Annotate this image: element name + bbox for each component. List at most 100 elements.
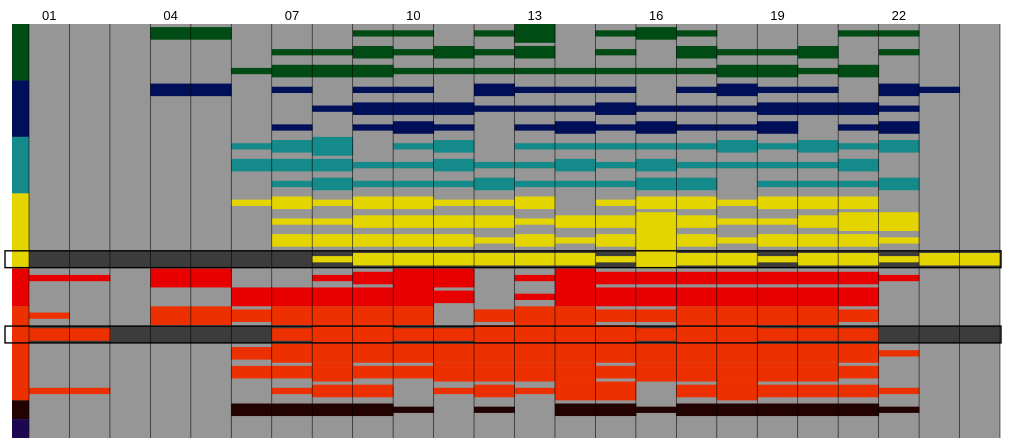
heatmap-cell bbox=[433, 102, 475, 115]
heatmap-cell bbox=[797, 140, 839, 153]
heatmap-cell bbox=[797, 343, 839, 363]
heatmap-cell bbox=[393, 406, 435, 413]
heatmap-cell bbox=[393, 343, 435, 363]
heatmap-cell bbox=[716, 64, 758, 78]
heatmap-cell bbox=[797, 234, 839, 247]
heatmap-cell bbox=[676, 30, 718, 37]
heatmap-cell bbox=[595, 143, 637, 150]
heatmap-cell bbox=[676, 162, 718, 169]
heatmap-cell bbox=[29, 328, 70, 341]
heatmap-cell bbox=[474, 343, 515, 363]
heatmap-cell bbox=[716, 381, 758, 401]
heatmap-cell bbox=[635, 362, 677, 382]
heatmap-cell bbox=[514, 162, 556, 169]
heatmap-cell bbox=[190, 268, 232, 288]
heatmap-cell bbox=[352, 234, 394, 247]
heatmap-cell bbox=[838, 196, 880, 210]
heatmap-cell bbox=[312, 49, 354, 56]
heatmap-cell bbox=[352, 124, 394, 131]
x-tick-label: 01 bbox=[42, 8, 56, 23]
heatmap-cell bbox=[676, 343, 718, 363]
heatmap-cell bbox=[878, 177, 920, 191]
heatmap-cell bbox=[554, 403, 596, 417]
heatmap-cell bbox=[312, 403, 354, 417]
heatmap-cell bbox=[878, 30, 920, 37]
heatmap-cell bbox=[69, 387, 111, 395]
heatmap-cell bbox=[595, 403, 637, 417]
heatmap-cell bbox=[716, 199, 758, 206]
heatmap-cell bbox=[797, 328, 839, 341]
heatmap-cell bbox=[757, 362, 799, 382]
heatmap-cell bbox=[474, 384, 515, 398]
heatmap-cell bbox=[635, 309, 677, 322]
heatmap-cell bbox=[393, 67, 435, 75]
heatmap-cell bbox=[676, 252, 718, 266]
heatmap-cell bbox=[514, 143, 556, 150]
heatmap-cell bbox=[352, 162, 394, 169]
heatmap-cell bbox=[312, 234, 354, 247]
heatmap-cell bbox=[393, 234, 435, 247]
heatmap-cell bbox=[474, 83, 515, 97]
heatmap-cell bbox=[312, 105, 354, 112]
highlighted-rows bbox=[4, 250, 1002, 344]
heatmap-cell bbox=[231, 347, 273, 360]
heatmap-cell bbox=[716, 105, 758, 112]
heatmap-cell bbox=[271, 328, 313, 341]
heatmap-cell bbox=[393, 268, 435, 288]
heatmap-cell bbox=[271, 234, 313, 247]
heatmap-cell bbox=[635, 271, 677, 285]
heatmap-cell bbox=[757, 218, 799, 225]
heatmap-cell bbox=[514, 343, 556, 363]
heatmap-cell bbox=[474, 199, 515, 206]
heatmap-cell bbox=[676, 124, 718, 131]
heatmap-cell bbox=[595, 162, 637, 169]
heatmap-cell bbox=[393, 49, 435, 56]
heatmap-cell bbox=[393, 252, 435, 266]
heatmap-cell bbox=[554, 306, 596, 326]
heatmap-cell bbox=[797, 180, 839, 188]
heatmap-cell bbox=[474, 49, 515, 56]
heatmap-cell bbox=[312, 199, 354, 206]
heatmap-cell bbox=[838, 143, 880, 150]
heatmap-cell bbox=[474, 215, 515, 228]
heatmap-cell bbox=[716, 271, 758, 285]
heatmap-cell bbox=[838, 252, 880, 266]
heatmap-cell bbox=[635, 196, 677, 210]
heatmap-cell bbox=[514, 105, 556, 112]
heatmap-cell bbox=[878, 140, 920, 153]
heatmap-cell bbox=[797, 102, 839, 115]
heatmap-cell bbox=[676, 45, 718, 59]
heatmap-cell bbox=[29, 312, 70, 319]
heatmap-cell bbox=[554, 237, 596, 244]
heatmap-cell bbox=[919, 86, 961, 93]
heatmap-cell bbox=[757, 343, 799, 363]
heatmap-cell bbox=[29, 274, 70, 282]
heatmap-cell bbox=[29, 387, 70, 395]
heatmap-cell bbox=[595, 49, 637, 56]
heatmap-cell bbox=[231, 309, 273, 322]
heatmap-cell bbox=[838, 328, 880, 341]
heatmap-cell bbox=[271, 343, 313, 363]
heatmap-cell bbox=[595, 256, 637, 263]
heatmap-cell bbox=[595, 287, 637, 307]
heatmap-cell bbox=[554, 143, 596, 150]
heatmap-cell bbox=[797, 162, 839, 169]
heatmap-cell bbox=[312, 343, 354, 363]
heatmap-cell bbox=[878, 49, 920, 56]
highlight-row-outline bbox=[4, 325, 1002, 344]
heatmap-cell bbox=[433, 199, 475, 206]
heatmap-cell bbox=[635, 328, 677, 341]
x-tick-label: 19 bbox=[770, 8, 784, 23]
heatmap-cell bbox=[352, 30, 394, 37]
heatmap-cell bbox=[797, 403, 839, 417]
heatmap-cell bbox=[838, 403, 880, 417]
heatmap-cell bbox=[514, 67, 556, 75]
heatmap-cell bbox=[393, 365, 435, 379]
heatmap-cell bbox=[635, 249, 677, 269]
heatmap-cell bbox=[878, 237, 920, 244]
heatmap-cell bbox=[595, 234, 637, 247]
heatmap-cell bbox=[433, 328, 475, 341]
heatmap-cell bbox=[635, 121, 677, 134]
heatmap-cell bbox=[474, 237, 515, 244]
heatmap-cell bbox=[676, 67, 718, 75]
